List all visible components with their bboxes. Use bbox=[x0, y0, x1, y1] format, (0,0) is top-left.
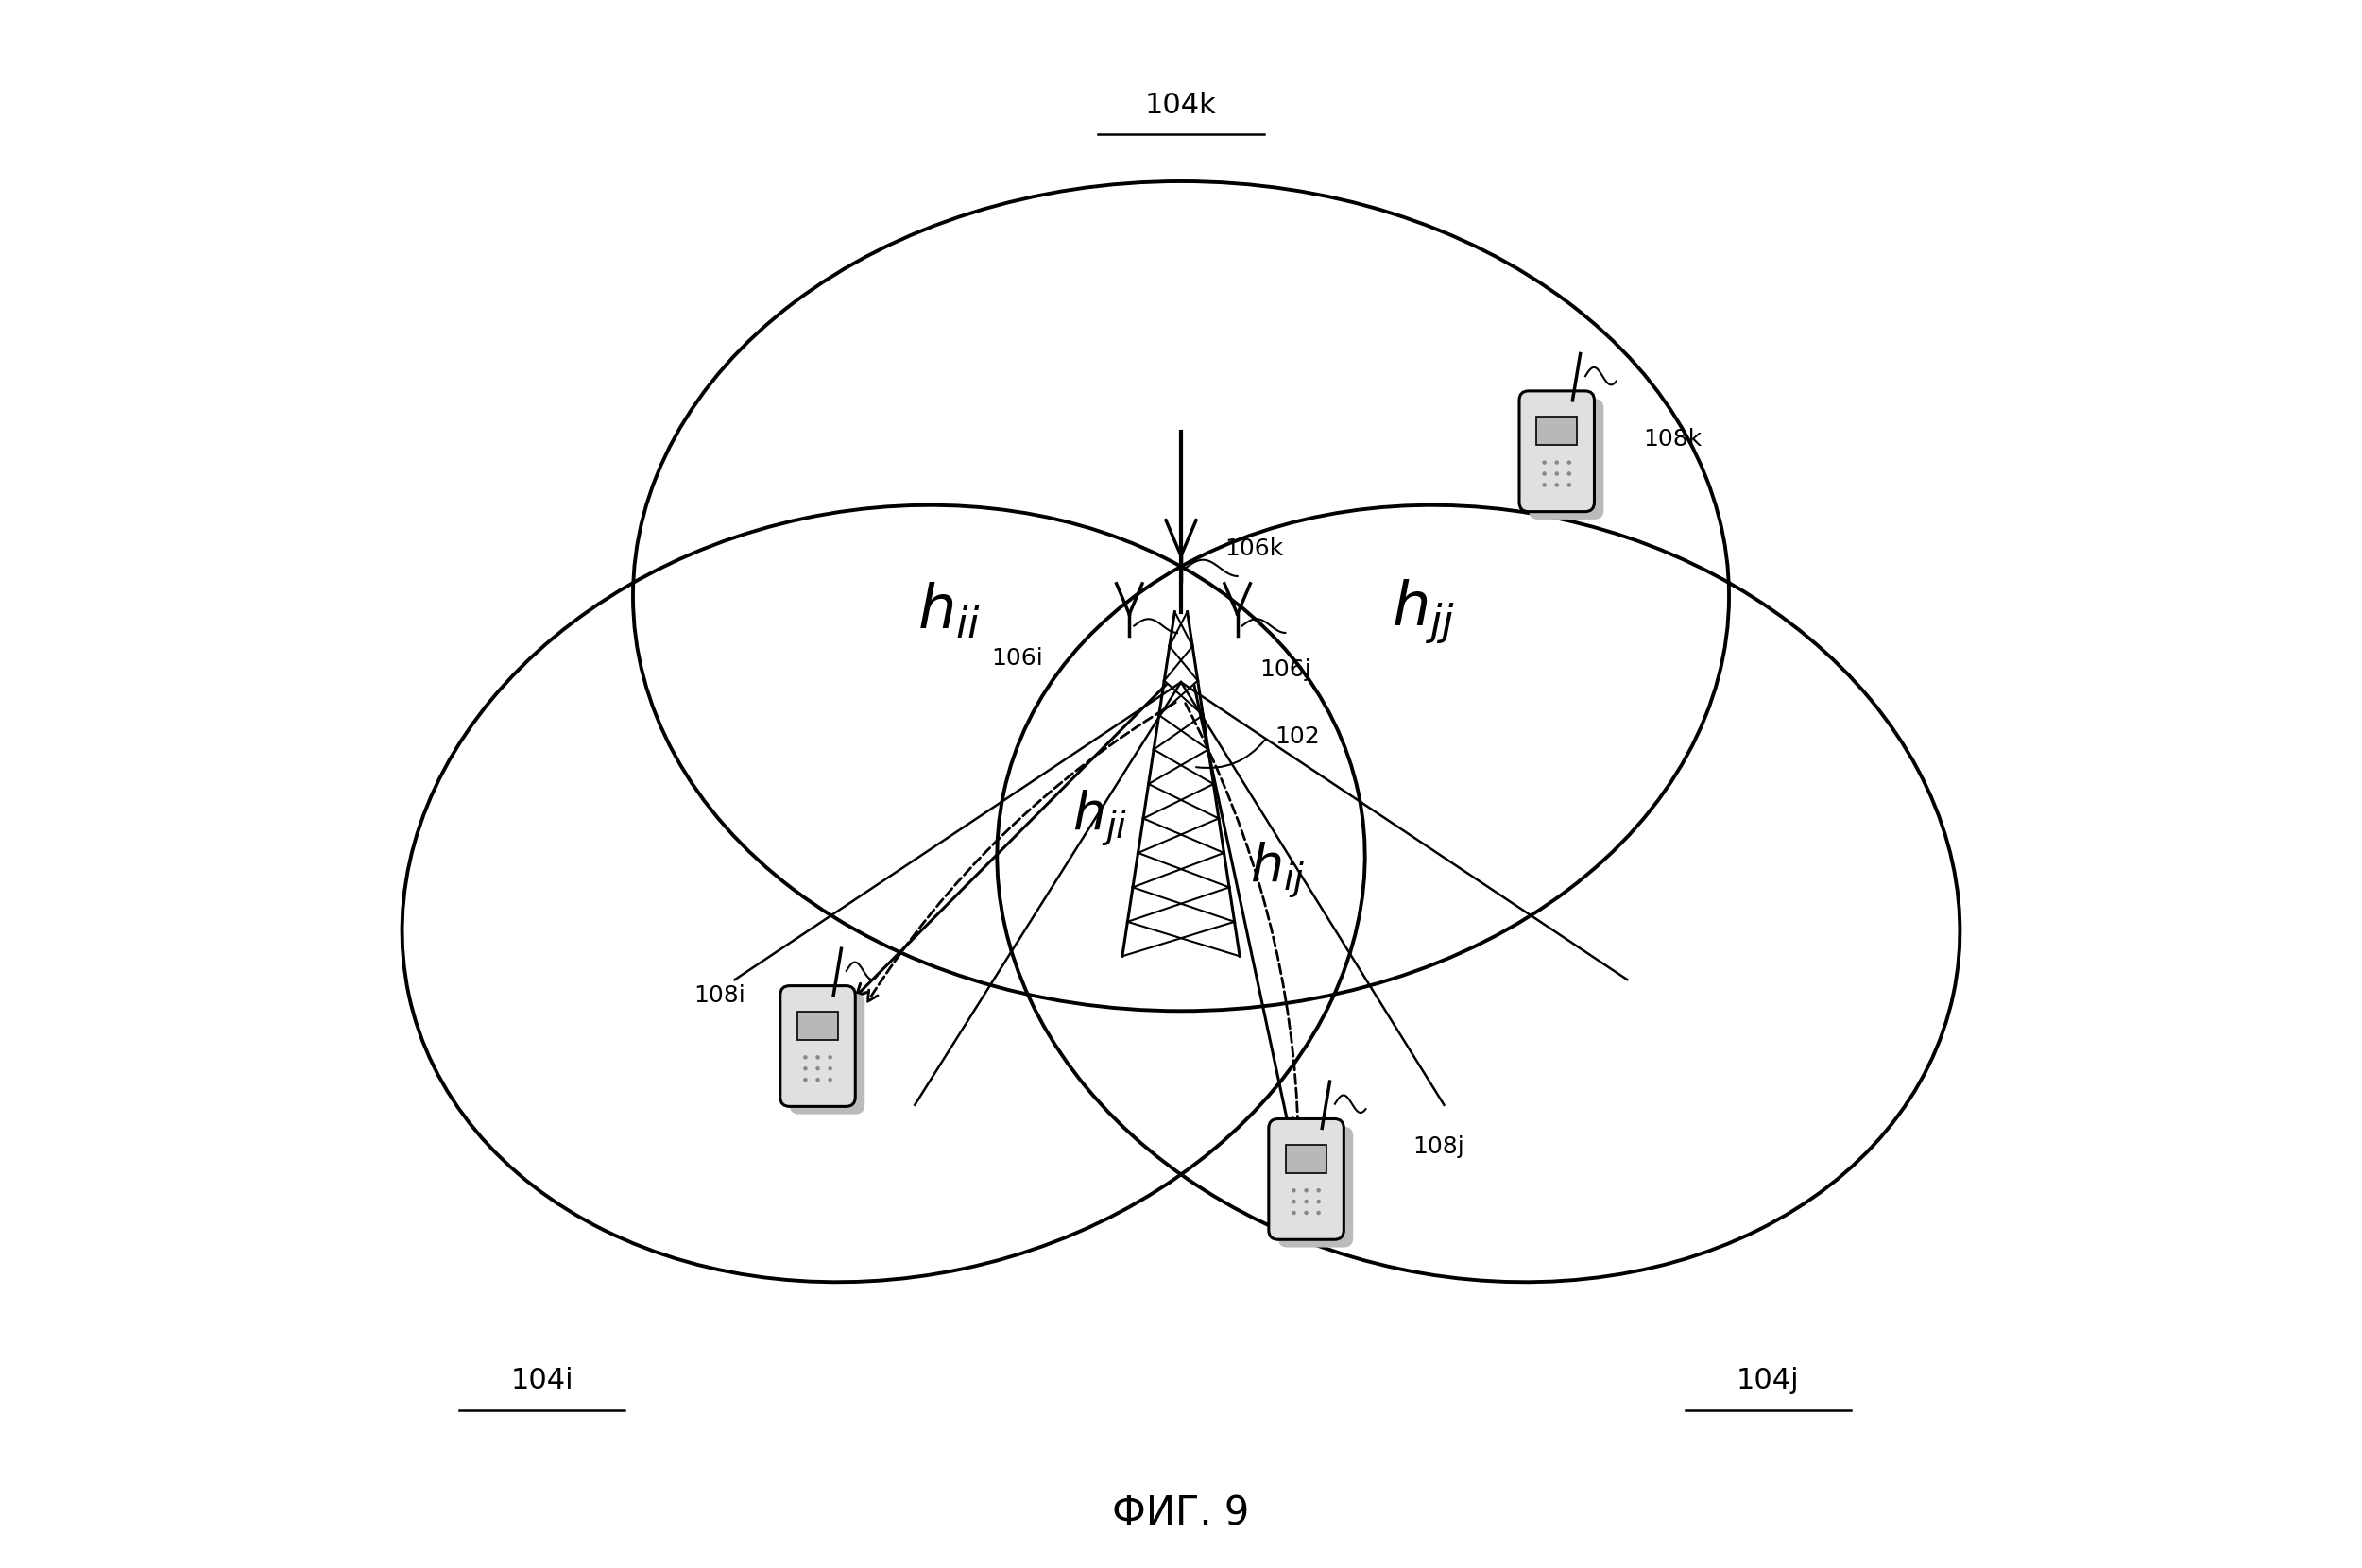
Text: 104i: 104i bbox=[510, 1367, 574, 1394]
Circle shape bbox=[1292, 1189, 1297, 1193]
Circle shape bbox=[815, 1055, 820, 1060]
Circle shape bbox=[829, 1066, 831, 1071]
Circle shape bbox=[1304, 1210, 1309, 1215]
Circle shape bbox=[815, 1066, 820, 1071]
Circle shape bbox=[803, 1077, 808, 1082]
Circle shape bbox=[1566, 483, 1571, 488]
Text: 108k: 108k bbox=[1644, 428, 1701, 452]
FancyBboxPatch shape bbox=[1528, 398, 1604, 519]
Circle shape bbox=[1554, 461, 1559, 464]
Circle shape bbox=[803, 1066, 808, 1071]
Circle shape bbox=[803, 1055, 808, 1060]
Circle shape bbox=[1554, 472, 1559, 475]
Text: 104j: 104j bbox=[1736, 1367, 1800, 1394]
Circle shape bbox=[1554, 483, 1559, 488]
Circle shape bbox=[1304, 1189, 1309, 1193]
Text: 108j: 108j bbox=[1412, 1135, 1464, 1159]
Text: $h_{jj}$: $h_{jj}$ bbox=[1391, 577, 1455, 646]
FancyBboxPatch shape bbox=[779, 986, 855, 1107]
Circle shape bbox=[1292, 1200, 1297, 1204]
Circle shape bbox=[1566, 461, 1571, 464]
Circle shape bbox=[1304, 1200, 1309, 1204]
FancyBboxPatch shape bbox=[1519, 390, 1594, 511]
Circle shape bbox=[1292, 1210, 1297, 1215]
Circle shape bbox=[1566, 472, 1571, 475]
Text: $h_{ij}$: $h_{ij}$ bbox=[1249, 840, 1306, 900]
FancyBboxPatch shape bbox=[789, 994, 864, 1115]
Circle shape bbox=[1316, 1189, 1320, 1193]
Circle shape bbox=[1542, 461, 1547, 464]
Circle shape bbox=[1316, 1210, 1320, 1215]
Bar bbox=[1538, 417, 1578, 445]
Circle shape bbox=[815, 1077, 820, 1082]
Text: 108i: 108i bbox=[694, 985, 746, 1007]
Circle shape bbox=[1542, 472, 1547, 475]
Circle shape bbox=[829, 1077, 831, 1082]
Text: $h_{ii}$: $h_{ii}$ bbox=[916, 582, 980, 641]
FancyBboxPatch shape bbox=[1278, 1127, 1353, 1248]
Text: 106j: 106j bbox=[1259, 659, 1311, 681]
Circle shape bbox=[1316, 1200, 1320, 1204]
Circle shape bbox=[829, 1055, 831, 1060]
Text: 104k: 104k bbox=[1146, 91, 1216, 119]
Text: 102: 102 bbox=[1275, 726, 1320, 748]
FancyBboxPatch shape bbox=[1268, 1120, 1344, 1240]
Text: 106k: 106k bbox=[1226, 538, 1283, 560]
Circle shape bbox=[1542, 483, 1547, 488]
Bar bbox=[798, 1011, 839, 1040]
Bar bbox=[1285, 1145, 1327, 1173]
Text: ФИГ. 9: ФИГ. 9 bbox=[1113, 1494, 1249, 1534]
Text: 106i: 106i bbox=[992, 648, 1044, 670]
Text: $h_{ji}$: $h_{ji}$ bbox=[1072, 789, 1127, 848]
